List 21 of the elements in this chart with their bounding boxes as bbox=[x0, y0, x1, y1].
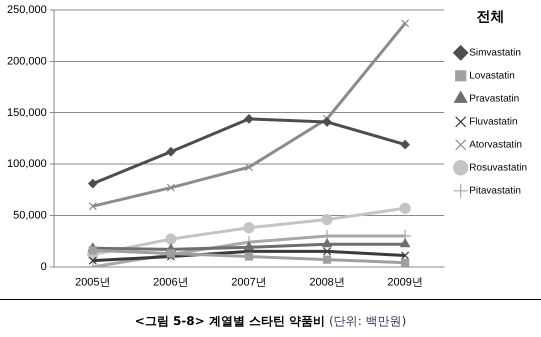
x-tick-label: 2007년 bbox=[231, 276, 267, 288]
y-tick-label: 50,000 bbox=[13, 209, 47, 222]
legend-label: Atorvastatin bbox=[469, 140, 522, 151]
x-tick-label: 2009년 bbox=[387, 276, 423, 288]
legend-label: Lovastatin bbox=[469, 70, 515, 82]
legend-label: Rosuvastatin bbox=[469, 162, 528, 174]
x-tick-label: 2008년 bbox=[309, 276, 345, 288]
legend-label: Fluvastatin bbox=[469, 116, 518, 128]
x-tick-label: 2006년 bbox=[153, 276, 189, 288]
y-tick-label: 250,000 bbox=[6, 4, 47, 16]
legend-label: Pitavastatin bbox=[469, 186, 521, 197]
x-tick-label: 2005년 bbox=[75, 276, 111, 288]
y-tick-label: 200,000 bbox=[6, 55, 47, 68]
y-tick-label: 0 bbox=[40, 260, 47, 273]
legend-label: Pravastatin bbox=[469, 94, 520, 105]
y-tick-label: 100,000 bbox=[6, 158, 47, 170]
legend-title: 전체 bbox=[476, 8, 505, 24]
text: (단위: 백만원) bbox=[329, 314, 406, 328]
y-tick-label: 150,000 bbox=[6, 106, 47, 119]
legend-label: Simvastatin bbox=[469, 48, 521, 59]
text: <그림 5-8> 계열별 스타틴 약품비 bbox=[134, 314, 326, 328]
